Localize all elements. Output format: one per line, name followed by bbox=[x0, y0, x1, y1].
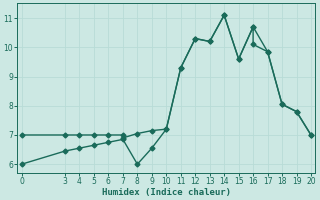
X-axis label: Humidex (Indice chaleur): Humidex (Indice chaleur) bbox=[102, 188, 231, 197]
